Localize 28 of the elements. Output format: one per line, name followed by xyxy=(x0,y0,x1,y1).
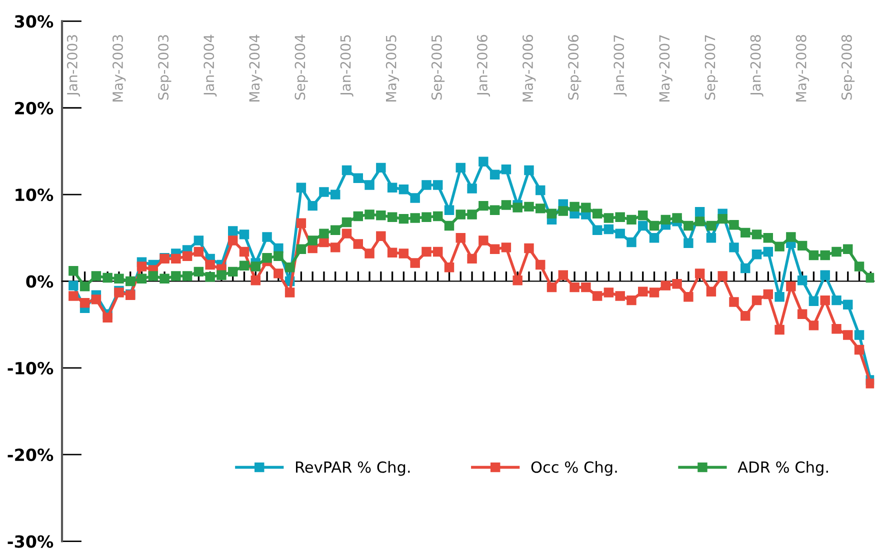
y-tick-label: 30% xyxy=(14,15,54,28)
y-tick-label: -30% xyxy=(8,535,54,548)
x-tick-label: Jan-2006 xyxy=(476,34,490,96)
x-tick-label: May-2003 xyxy=(112,35,126,102)
x-tick-label: Sep-2006 xyxy=(568,34,582,100)
legend-label: RevPAR % Chg. xyxy=(296,461,410,476)
x-tick-label: Jan-2003 xyxy=(66,35,80,96)
x-tick-label: Sep-2004 xyxy=(294,34,308,100)
y-tick-label: 20% xyxy=(15,102,54,114)
legend-label: Occ % Chg. xyxy=(531,461,617,476)
x-tick-label: Jan-2005 xyxy=(340,35,354,96)
x-tick-label: May-2007 xyxy=(659,35,672,102)
y-tick-label: 0% xyxy=(26,275,54,288)
y-tick-label: -10% xyxy=(8,362,54,374)
legend-label: ADR % Chg. xyxy=(738,461,828,476)
x-tick-label: May-2008 xyxy=(796,34,810,102)
x-tick-label: May-2006 xyxy=(522,34,536,102)
x-tick-label: Sep-2008 xyxy=(841,34,855,100)
x-tick-label: May-2005 xyxy=(386,35,400,102)
x-tick-label: Sep-2007 xyxy=(704,35,718,100)
y-tick-label: -20% xyxy=(8,448,54,462)
x-tick-label: Jan-2008 xyxy=(750,34,764,96)
x-tick-label: Jan-2007 xyxy=(614,35,627,96)
y-tick-label: 10% xyxy=(16,188,54,202)
x-tick-label: Sep-2003 xyxy=(158,35,172,100)
x-tick-label: Sep-2005 xyxy=(431,35,445,100)
x-tick-label: Jan-2004 xyxy=(204,34,217,96)
x-tick-label: May-2004 xyxy=(249,34,262,102)
